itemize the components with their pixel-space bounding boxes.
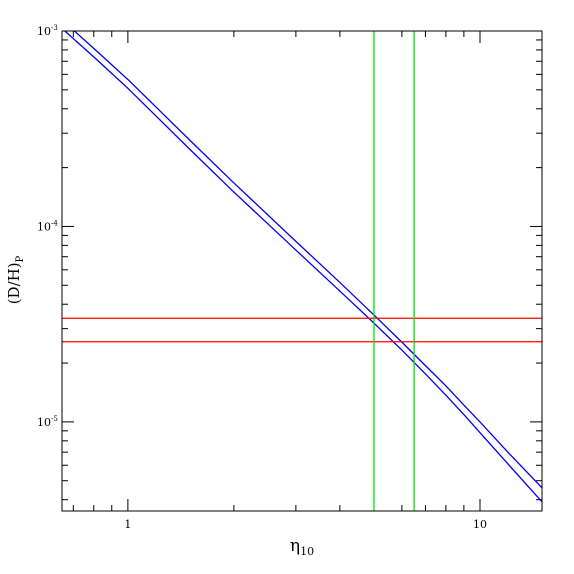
y-axis-label-main: (D/H) <box>5 262 23 304</box>
y-tick-label-exp: -5 <box>51 415 58 423</box>
x-axis-label-sub: 10 <box>300 545 314 558</box>
y-tick-label: 10-5 <box>37 415 58 429</box>
y-tick-label-base: 10 <box>37 25 51 38</box>
x-tick-label: 1 <box>124 518 131 531</box>
plot-area <box>62 31 542 511</box>
y-tick-label-base: 10 <box>37 220 51 233</box>
y-axis-label: (D/H)P <box>5 255 26 304</box>
x-axis-label-main: η <box>290 536 300 556</box>
y-tick-label-exp: -4 <box>51 219 58 227</box>
y-tick-label-exp: -3 <box>51 24 58 32</box>
y-tick-label: 10-3 <box>37 24 58 38</box>
x-tick-label: 10 <box>473 518 487 531</box>
plot-frame <box>61 30 543 512</box>
x-axis-label: η10 <box>290 536 314 558</box>
y-tick-label: 10-4 <box>37 219 58 233</box>
y-axis-label-sub: P <box>15 255 26 262</box>
y-tick-label-base: 10 <box>37 416 51 429</box>
